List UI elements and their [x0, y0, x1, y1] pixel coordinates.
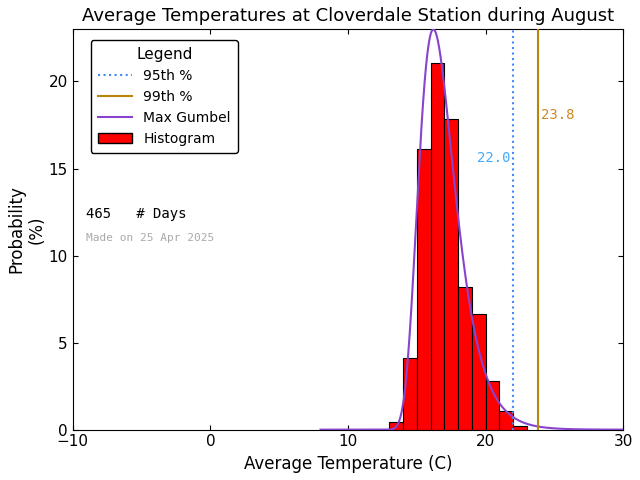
Bar [472, 313, 486, 430]
Bar [389, 422, 403, 430]
Legend: 95th %, 99th %, Max Gumbel, Histogram: 95th %, 99th %, Max Gumbel, Histogram [91, 40, 238, 153]
Text: Made on 25 Apr 2025: Made on 25 Apr 2025 [86, 233, 214, 243]
X-axis label: Average Temperature (C): Average Temperature (C) [244, 455, 452, 473]
Text: 23.8: 23.8 [541, 108, 575, 121]
Bar [417, 149, 431, 430]
Bar [431, 63, 444, 430]
Title: Average Temperatures at Cloverdale Station during August: Average Temperatures at Cloverdale Stati… [82, 7, 614, 25]
Bar [403, 359, 417, 430]
Y-axis label: Probability
(%): Probability (%) [7, 186, 45, 274]
Bar [513, 426, 527, 430]
Text: 465   # Days: 465 # Days [86, 207, 187, 221]
Bar [444, 119, 458, 430]
Bar [499, 411, 513, 430]
Bar [458, 288, 472, 430]
Text: 22.0: 22.0 [477, 151, 511, 165]
Bar [486, 381, 499, 430]
